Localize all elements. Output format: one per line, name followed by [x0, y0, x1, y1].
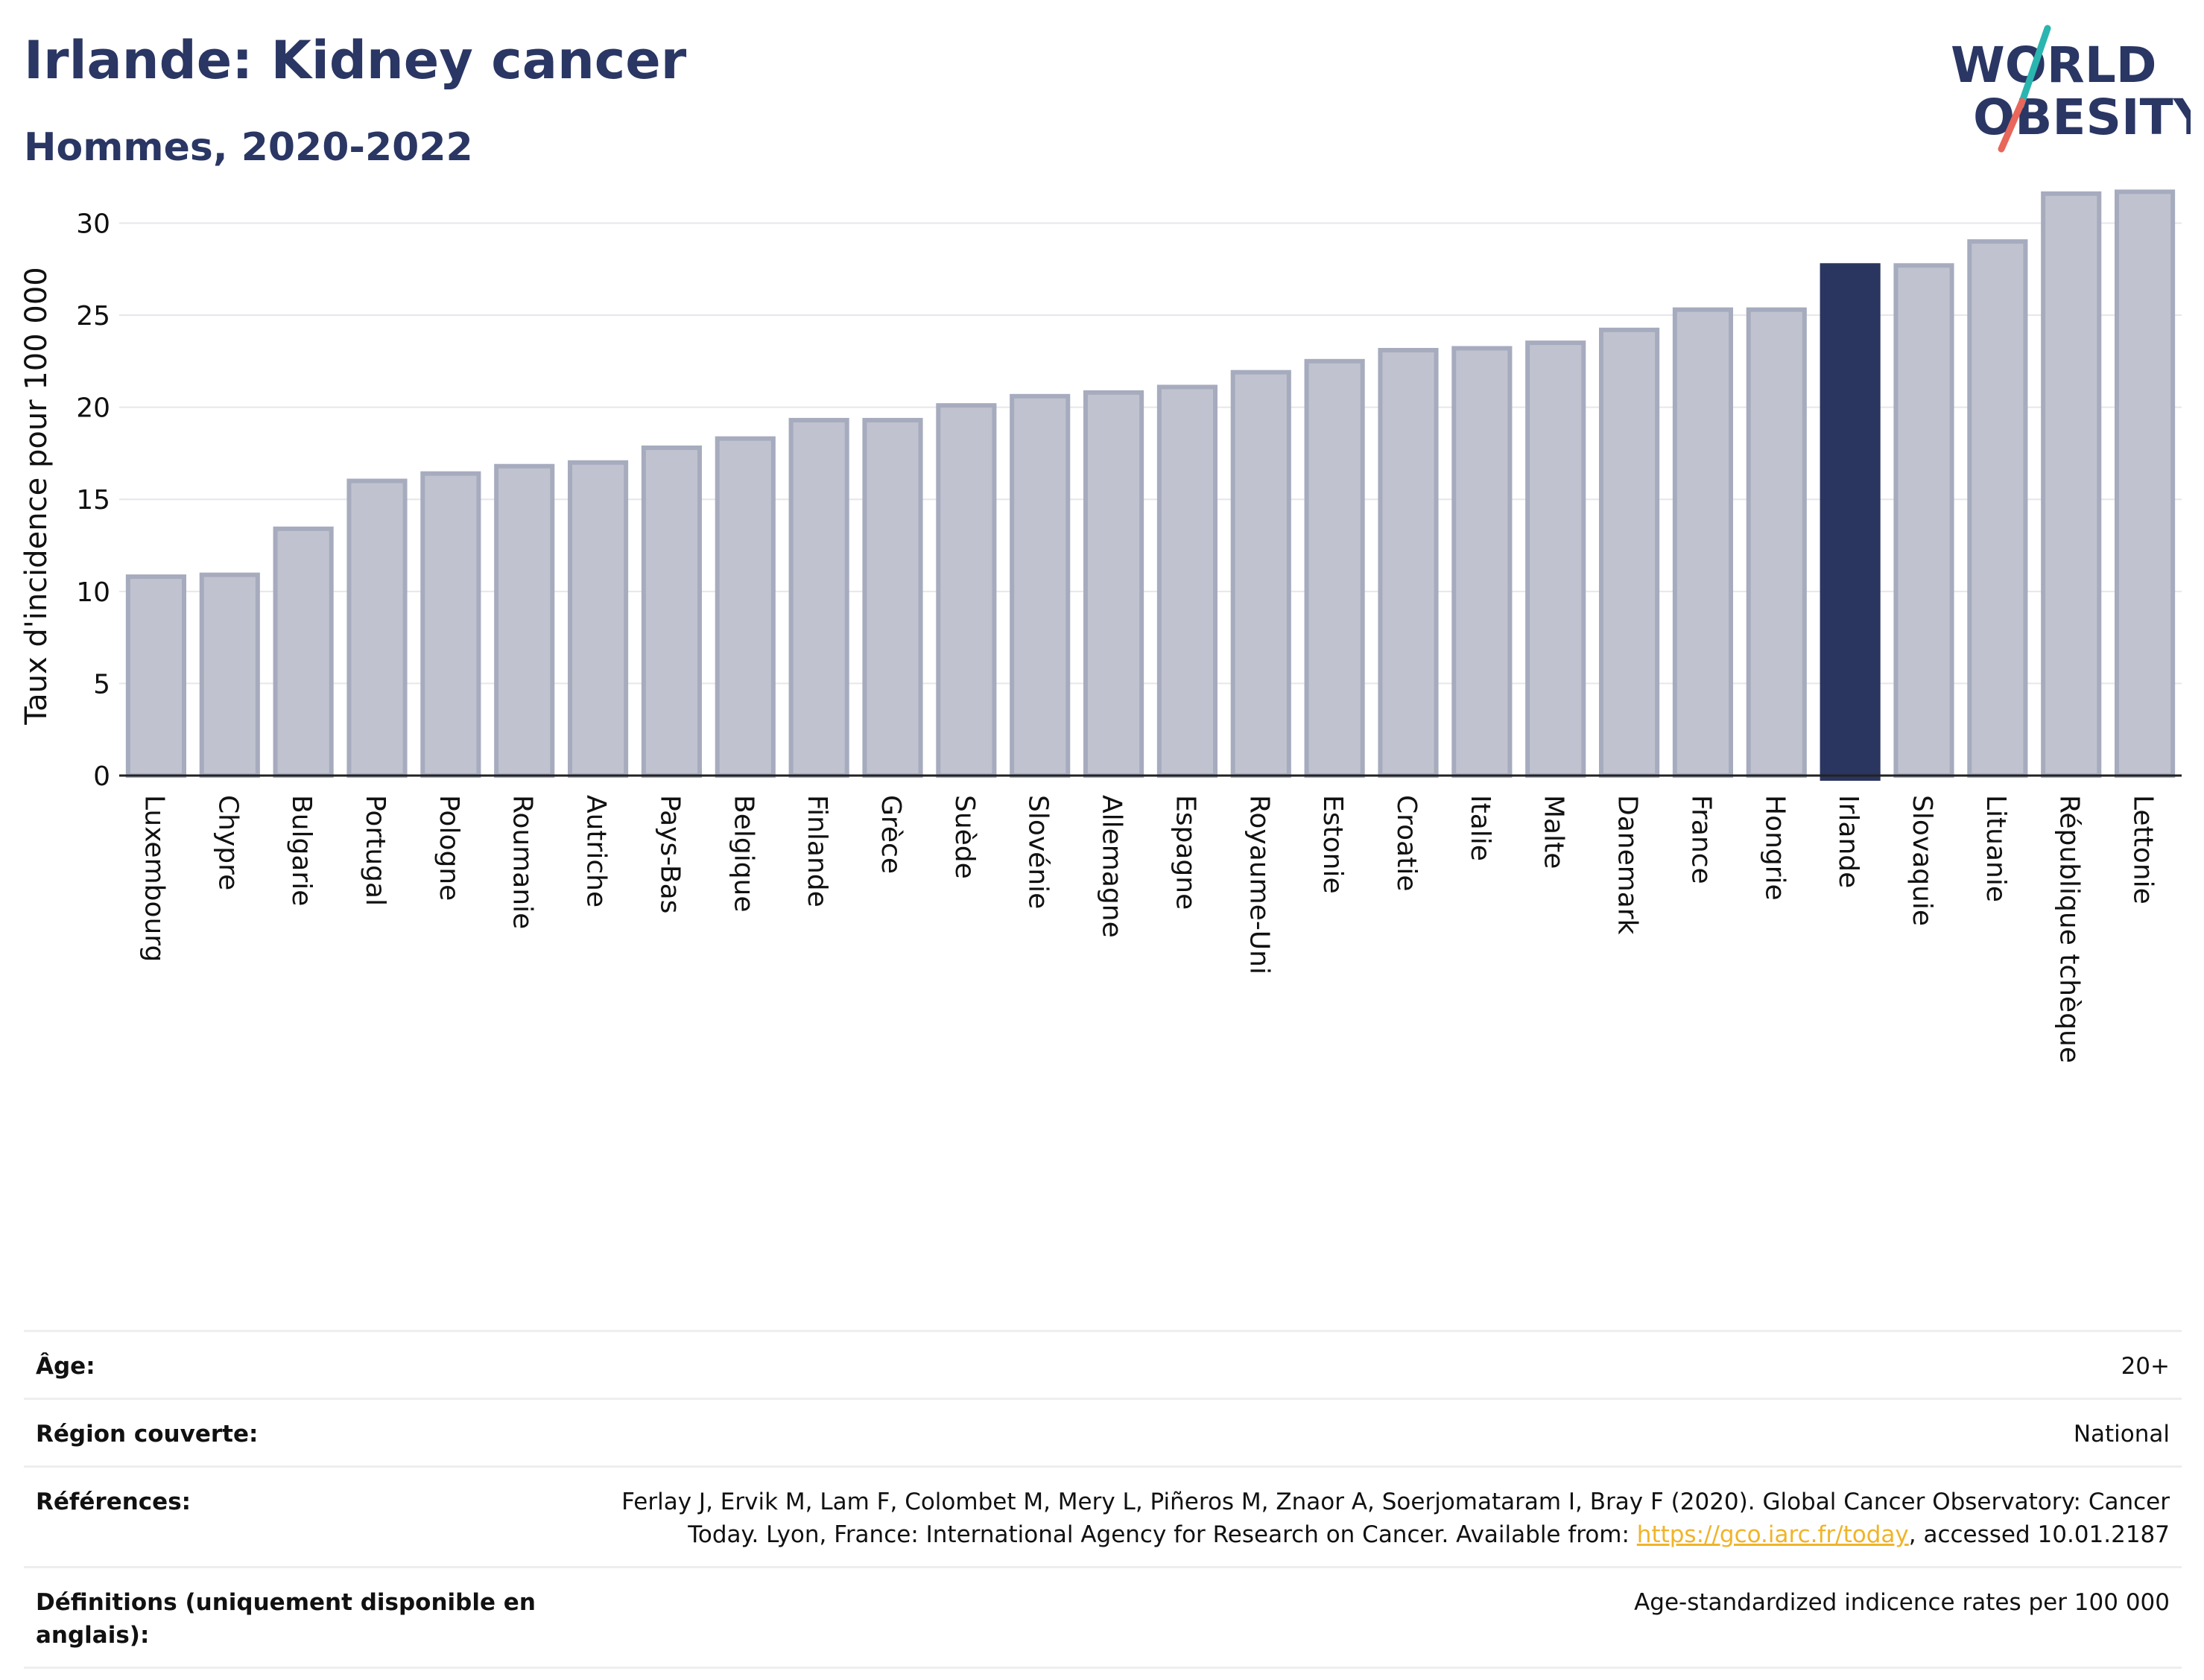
x-tick-label: Luxembourg [139, 795, 169, 962]
age-label: Âge: [36, 1353, 95, 1380]
bar-pays-bas [641, 446, 702, 778]
bar-malte [1525, 340, 1586, 778]
x-tick-label: Pologne [434, 795, 464, 901]
x-tick-label: Slovaquie [1907, 795, 1937, 926]
y-axis-title: Taux d'incidence pour 100 000 [19, 267, 54, 725]
y-tick-label: 30 [76, 209, 110, 239]
x-tick-label: Hongrie [1759, 795, 1790, 901]
x-tick-label: Malte [1539, 795, 1569, 869]
bar-bulgarie [273, 526, 334, 778]
region-value: National [2073, 1421, 2170, 1448]
x-tick-label: Estonie [1317, 795, 1348, 894]
x-tick-label: Lettonie [2128, 795, 2159, 904]
bar-france [1672, 307, 1733, 779]
bar-république-tchèque [2041, 191, 2102, 778]
bar-danemark [1599, 327, 1660, 778]
bar-lettonie [2115, 189, 2176, 778]
x-tick-label: République tchèque [2054, 795, 2085, 1063]
x-tick-label: Chypre [212, 795, 243, 890]
x-tick-label: Allemagne [1097, 795, 1127, 938]
y-tick-label: 5 [93, 669, 110, 700]
x-tick-label: Belgique [728, 795, 759, 913]
chart-subtitle: Hommes, 2020-2022 [24, 125, 473, 170]
references-accessed: , accessed 10.01.2187 [1908, 1521, 2170, 1548]
x-tick-label: Roumanie [507, 795, 538, 929]
x-axis-labels: Luxembourg Chypre Bulgarie Portugal Pologne R… [139, 795, 2158, 1063]
meta-row-references: Références: Ferlay J, Ervik M, Lam F, Co… [24, 1465, 2182, 1566]
world-obesity-logo: WORLD OBESITY [1951, 25, 2191, 153]
bar-chypre [199, 572, 260, 778]
bar-irlande [1820, 263, 1881, 781]
bar-finlande [788, 417, 849, 778]
bar-lituanie [1967, 239, 2028, 778]
bar-espagne [1156, 384, 1217, 778]
bar-chart: 0 5 10 15 20 25 30 Luxembourg Chypre Bulgarie Por… [19, 189, 2182, 1063]
x-tick-label: France [1685, 795, 1716, 884]
bar-slovaquie [1893, 263, 1954, 778]
x-tick-label: Grèce [875, 795, 906, 874]
x-tick-label: Bulgarie [286, 795, 317, 906]
y-axis-ticks: 0 5 10 15 20 25 30 [76, 209, 110, 792]
x-tick-label: Pays-Bas [654, 795, 685, 913]
x-tick-label: Finlande [802, 795, 832, 907]
region-label: Région couverte: [36, 1421, 259, 1448]
x-tick-label: Autriche [581, 795, 612, 907]
bar-roumanie [494, 463, 555, 778]
x-tick-label: Lituanie [1980, 795, 2011, 902]
bar-luxembourg [125, 574, 186, 778]
metadata-table: Âge: 20+ Région couverte: National Référ… [24, 1330, 2182, 1669]
references-link[interactable]: https://gco.iarc.fr/today [1636, 1521, 1909, 1548]
y-tick-label: 10 [76, 577, 110, 608]
x-tick-label: Danemark [1612, 795, 1643, 935]
x-tick-label: Italie [1465, 795, 1495, 861]
x-tick-label: Croatie [1391, 795, 1422, 892]
meta-row-region: Région couverte: National [24, 1398, 2182, 1465]
bars [125, 189, 2176, 781]
x-tick-label: Suède [949, 795, 980, 879]
x-tick-label: Royaume-Uni [1244, 795, 1274, 974]
bar-estonie [1304, 358, 1365, 778]
references-label: Références: [36, 1489, 191, 1515]
x-tick-label: Irlande [1833, 795, 1863, 888]
references-text: Ferlay J, Ervik M, Lam F, Colombet M, Me… [621, 1489, 2170, 1548]
bar-autriche [568, 460, 629, 778]
bar-hongrie [1746, 307, 1807, 779]
references-value: Ferlay J, Ervik M, Lam F, Colombet M, Me… [550, 1486, 2170, 1551]
bar-royaume-uni [1230, 370, 1291, 778]
y-tick-label: 0 [93, 761, 110, 792]
bar-pologne [420, 471, 481, 778]
y-tick-label: 20 [76, 393, 110, 424]
x-tick-label: Slovénie [1023, 795, 1054, 909]
bar-italie [1451, 346, 1513, 778]
bar-allemagne [1083, 390, 1144, 778]
meta-row-definitions: Définitions (uniquement disponible en an… [24, 1566, 2182, 1669]
bar-portugal [346, 478, 408, 778]
chart-title: Irlande: Kidney cancer [24, 30, 687, 91]
logo-slash-top [2017, 25, 2051, 110]
definitions-value: Age-standardized indicence rates per 100… [1634, 1589, 2170, 1616]
y-tick-label: 15 [76, 485, 110, 516]
bar-grèce [862, 417, 923, 778]
bar-belgique [715, 436, 776, 778]
bar-croatie [1378, 347, 1439, 778]
x-tick-label: Portugal [360, 795, 390, 906]
definitions-label: Définitions (uniquement disponible en an… [36, 1589, 536, 1649]
bar-slovénie [1010, 393, 1071, 778]
logo-word-world: WORLD [1951, 37, 2157, 94]
meta-row-age: Âge: 20+ [24, 1330, 2182, 1398]
bar-suède [936, 403, 997, 778]
logo-slash-bottom [1998, 98, 2026, 153]
x-tick-label: Espagne [1170, 795, 1200, 910]
y-tick-label: 25 [76, 301, 110, 332]
age-value: 20+ [2121, 1353, 2170, 1380]
